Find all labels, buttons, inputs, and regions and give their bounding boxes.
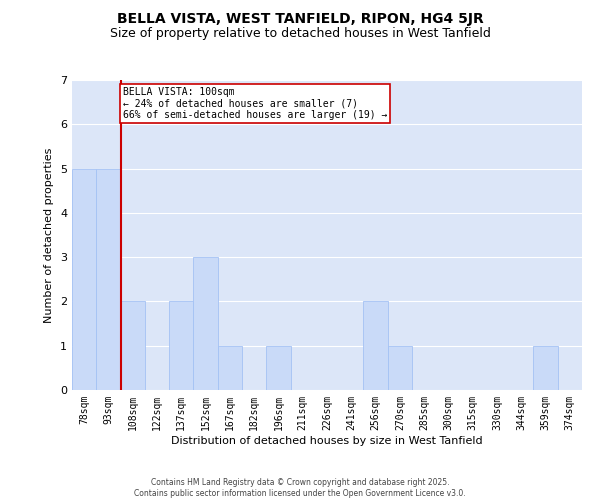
Bar: [72, 168, 96, 390]
Bar: [266, 346, 290, 390]
Bar: [364, 302, 388, 390]
Bar: [193, 257, 218, 390]
X-axis label: Distribution of detached houses by size in West Tanfield: Distribution of detached houses by size …: [171, 436, 483, 446]
Bar: [533, 346, 558, 390]
Bar: [121, 302, 145, 390]
Text: BELLA VISTA, WEST TANFIELD, RIPON, HG4 5JR: BELLA VISTA, WEST TANFIELD, RIPON, HG4 5…: [116, 12, 484, 26]
Text: Size of property relative to detached houses in West Tanfield: Size of property relative to detached ho…: [110, 28, 490, 40]
Text: Contains HM Land Registry data © Crown copyright and database right 2025.
Contai: Contains HM Land Registry data © Crown c…: [134, 478, 466, 498]
Bar: [96, 168, 121, 390]
Bar: [388, 346, 412, 390]
Bar: [218, 346, 242, 390]
Y-axis label: Number of detached properties: Number of detached properties: [44, 148, 55, 322]
Text: BELLA VISTA: 100sqm
← 24% of detached houses are smaller (7)
66% of semi-detache: BELLA VISTA: 100sqm ← 24% of detached ho…: [123, 86, 388, 120]
Bar: [169, 302, 193, 390]
